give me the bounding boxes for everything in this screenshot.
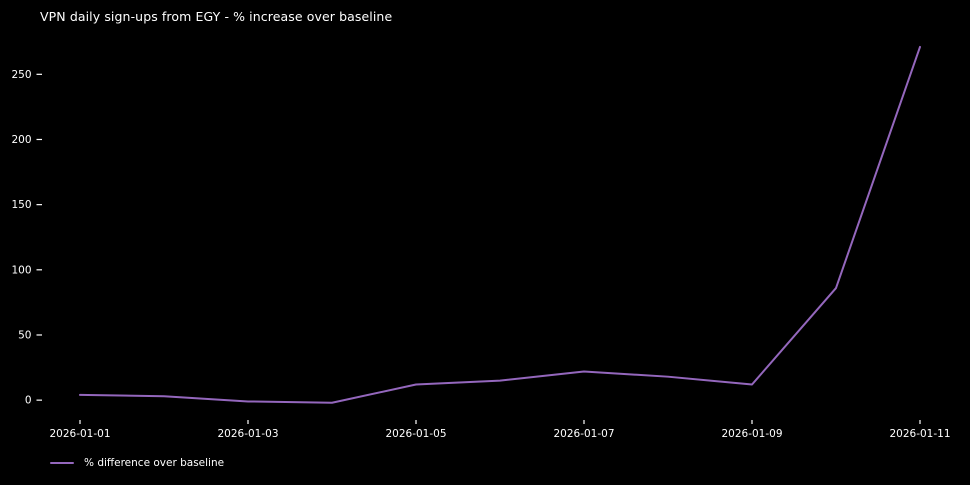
x-tick-label: 2026-01-11 [889,428,950,440]
y-tick-label: 100 [11,264,31,276]
y-tick-label: 250 [11,69,31,81]
y-tick-label: 0 [25,395,32,407]
legend-line-swatch [50,462,74,464]
legend-label: % difference over baseline [84,457,225,469]
y-tick-label: 150 [11,199,31,211]
legend: % difference over baseline [50,457,224,469]
x-tick-label: 2026-01-09 [721,428,782,440]
x-tick-label: 2026-01-07 [553,428,614,440]
x-tick-label: 2026-01-03 [217,428,278,440]
x-tick-label: 2026-01-05 [385,428,446,440]
y-tick-label: 200 [11,134,31,146]
series-line [79,45,921,404]
chart-title: VPN daily sign-ups from EGY - % increase… [40,9,393,24]
y-tick-label: 50 [18,330,31,342]
x-tick-label: 2026-01-01 [49,428,110,440]
